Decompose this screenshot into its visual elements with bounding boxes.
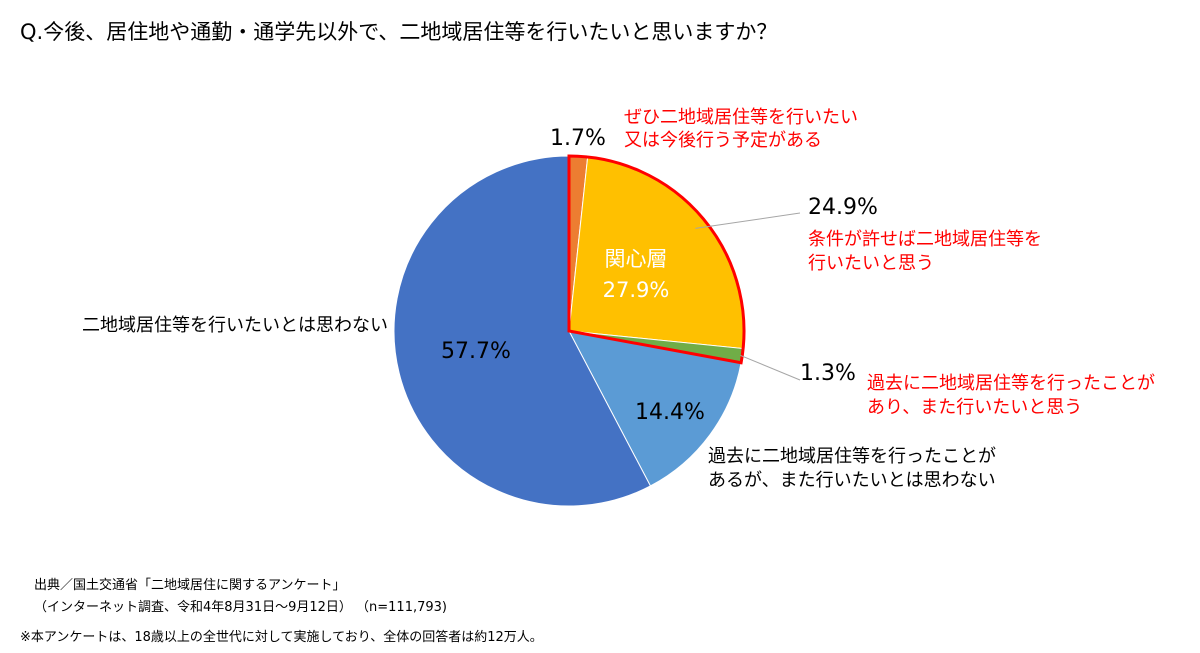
category-label-4b: あるが、また行いたいとは思わない xyxy=(708,470,996,491)
value-label-4: 14.4% xyxy=(635,400,705,425)
survey-note: ※本アンケートは、18歳以上の全世代に対して実施しており、全体の回答者は約12万… xyxy=(20,630,543,645)
category-label-3a: 過去に二地域居住等を行ったことが xyxy=(867,373,1155,394)
value-label-1: 1.7% xyxy=(550,126,606,151)
group-value-label: 27.9% xyxy=(603,278,670,302)
leader-line-3 xyxy=(740,354,801,381)
category-label-2b: 行いたいと思う xyxy=(808,253,934,274)
question-title: Q.今後、居住地や通勤・通学先以外で、二地域居住等を行いたいと思いますか？ xyxy=(20,20,778,44)
group-outline xyxy=(567,154,746,365)
category-label-1b: 又は今後行う予定がある xyxy=(624,130,822,151)
category-label-5: 二地域居住等を行いたいとは思わない xyxy=(82,315,388,336)
category-label-1a: ぜひ二地域居住等を行いたい xyxy=(624,107,858,128)
category-label-2a: 条件が許せば二地域居住等を xyxy=(808,229,1042,250)
value-label-5: 57.7% xyxy=(441,339,511,364)
value-label-2: 24.9% xyxy=(808,195,878,220)
category-label-4a: 過去に二地域居住等を行ったことが xyxy=(708,446,996,467)
leader-line-2 xyxy=(695,212,801,229)
group-name-label: 関心層 xyxy=(605,247,668,271)
pie-slice-4 xyxy=(568,330,742,487)
pie-slice-5 xyxy=(393,155,652,507)
category-label-3b: あり、また行いたいと思う xyxy=(867,397,1082,418)
value-label-3: 1.3% xyxy=(800,361,856,386)
survey-details: （インターネット調査、令和4年8月31日～9月12日） （n=111,793) xyxy=(34,600,447,615)
source-citation: 出典／国土交通省「二地域居住に関するアンケート」 xyxy=(34,578,346,593)
